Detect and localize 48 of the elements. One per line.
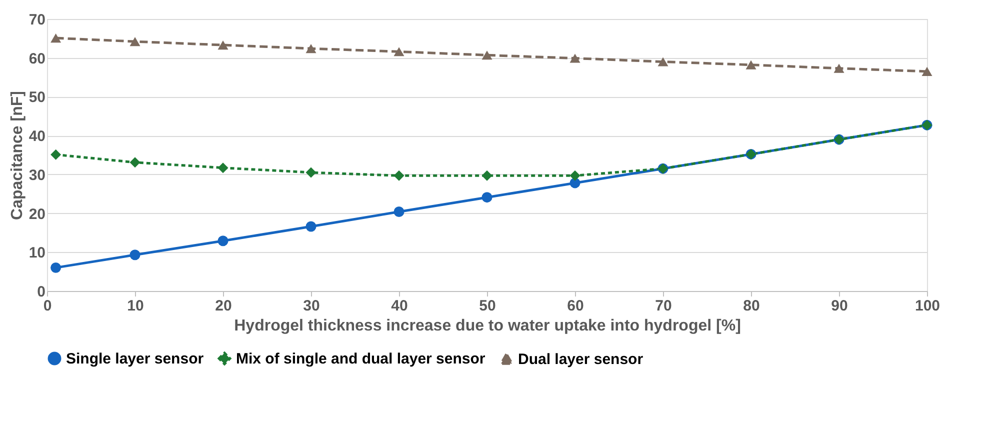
point <box>570 54 580 63</box>
y-tick-label: 30 <box>28 166 46 184</box>
y-tick-label: 70 <box>28 12 46 28</box>
point <box>482 192 492 203</box>
x-tick-label: 60 <box>567 298 584 314</box>
point <box>482 170 492 181</box>
point <box>306 44 316 54</box>
y-tick-label: 40 <box>28 128 46 146</box>
x-tick-label: 80 <box>743 298 760 314</box>
point <box>218 40 228 50</box>
point <box>130 250 140 260</box>
x-axis-title: Hydrogel thickness increase due to water uptake into hydrogel [%] <box>234 318 741 334</box>
x-tick-label: 100 <box>914 298 940 314</box>
x-tick-label: 50 <box>479 298 496 314</box>
x-tick-label: 40 <box>391 298 408 314</box>
y-axis-title: Capacitance [nF] <box>8 91 26 220</box>
legend-label: Mix of single and dual layer sensor <box>236 350 486 368</box>
y-tick-label: 0 <box>37 284 46 300</box>
x-tick-label: 70 <box>655 298 672 314</box>
point <box>394 47 404 56</box>
point <box>570 178 580 188</box>
point <box>50 149 62 160</box>
point <box>746 60 756 70</box>
y-tick-label: 50 <box>28 89 46 106</box>
point <box>922 66 932 76</box>
point <box>394 206 404 217</box>
x-tick-label: 10 <box>127 298 144 314</box>
point <box>482 50 492 60</box>
legend-label: Single layer sensor <box>66 350 204 368</box>
point <box>306 221 316 232</box>
point <box>306 167 316 178</box>
x-tick-label: 90 <box>831 298 848 314</box>
x-tick-label: 30 <box>303 298 320 314</box>
point <box>658 57 668 66</box>
y-tick-label: 60 <box>28 50 46 68</box>
point <box>394 170 404 181</box>
x-tick-label: 20 <box>215 298 232 314</box>
point <box>218 162 228 174</box>
point <box>130 36 140 46</box>
point <box>50 262 62 273</box>
y-tick-label: 20 <box>28 206 46 223</box>
point <box>218 236 228 246</box>
legend-label: Dual layer sensor <box>518 350 644 368</box>
point <box>834 64 844 73</box>
point <box>570 170 580 181</box>
y-tick-label: 10 <box>28 244 46 262</box>
point <box>50 34 62 43</box>
point <box>130 157 140 168</box>
